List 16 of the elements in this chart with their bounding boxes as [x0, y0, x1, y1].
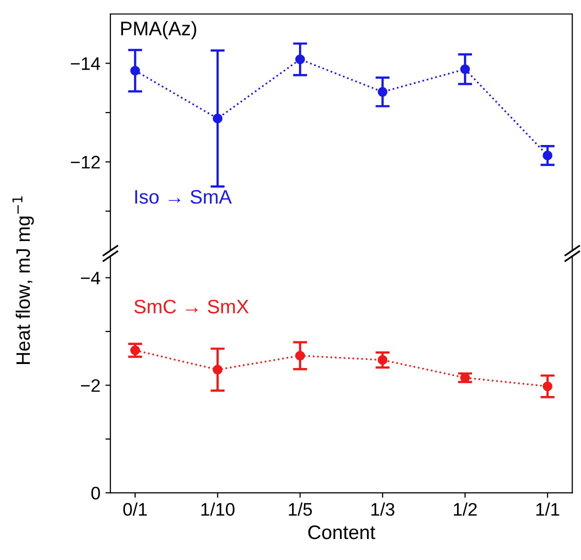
text: Iso → SmA [135, 190, 232, 204]
series-label: SmC → SmX [134, 300, 249, 314]
y-tick-label: −4 [80, 272, 100, 284]
x-tick-label: 1/1 [536, 502, 560, 516]
y-tick-label: 0 [91, 486, 100, 500]
x-tick-label: 1/2 [454, 502, 477, 516]
y-tick-label: −14 [70, 57, 100, 70]
x-tick-label: 0/1 [123, 502, 147, 516]
y-axis-title: Heat flow, mJ mg$^{−1}$ [12, 196, 34, 364]
y-tick-label: −12 [70, 156, 100, 168]
x-tick-label: 1/3 [371, 502, 394, 516]
annotation: PMA(Az) [121, 21, 196, 40]
x-tick-label: 1/10 [201, 502, 234, 516]
x-tick-label: 1/5 [288, 502, 312, 516]
y-tick-label: −2 [80, 379, 100, 392]
x-axis-title: Content [308, 525, 376, 540]
